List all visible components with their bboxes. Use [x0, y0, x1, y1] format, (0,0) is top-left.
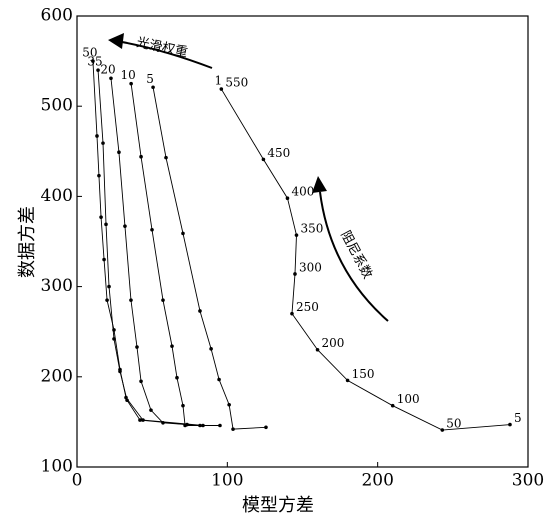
point — [91, 59, 95, 63]
point — [107, 284, 111, 289]
point — [96, 68, 100, 72]
point-label: 300 — [299, 260, 322, 274]
arrowhead-smoothing — [108, 33, 124, 49]
point — [170, 344, 174, 348]
point — [345, 378, 350, 383]
y-tick-label: 100 — [41, 457, 73, 477]
x-tick-label: 100 — [211, 471, 243, 491]
point-label: 450 — [267, 146, 290, 160]
annotation: 光滑权重 — [135, 34, 189, 60]
point — [150, 227, 154, 232]
point — [102, 257, 106, 262]
point — [129, 298, 133, 302]
x-axis-title: 模型方差 — [242, 495, 314, 516]
point — [117, 150, 121, 155]
y-tick-label: 500 — [41, 96, 73, 116]
series-line — [97, 70, 188, 426]
arrowhead-damping — [312, 176, 327, 193]
plot-frame — [76, 15, 529, 468]
point — [125, 398, 129, 403]
series-line — [152, 87, 266, 430]
point — [508, 422, 512, 427]
series-label: 1 — [214, 74, 222, 88]
series-line — [92, 61, 204, 426]
point — [440, 428, 445, 432]
point — [219, 87, 224, 91]
arrow-smoothing — [121, 41, 213, 69]
point — [217, 377, 221, 382]
point-label: 350 — [300, 222, 323, 236]
x-tick-label: 300 — [512, 471, 544, 491]
point — [198, 309, 202, 313]
x-tick-label: 200 — [361, 471, 393, 491]
point — [293, 272, 297, 276]
point-label: 100 — [397, 392, 420, 406]
x-tick-label: 0 — [72, 471, 83, 491]
series-label: 5 — [146, 72, 154, 86]
annotation: 阻尼系数 — [337, 229, 375, 282]
point — [390, 403, 395, 408]
point — [99, 215, 103, 219]
series-label: 10 — [120, 68, 135, 82]
point — [227, 402, 231, 407]
point — [139, 154, 143, 159]
point — [161, 421, 165, 425]
point — [105, 298, 109, 302]
point-label: 550 — [225, 76, 248, 90]
point — [290, 311, 294, 316]
point — [161, 298, 165, 302]
point — [138, 418, 142, 422]
point — [218, 423, 222, 428]
series-label: 50 — [82, 46, 97, 60]
point-label: 200 — [322, 336, 345, 350]
point — [97, 173, 101, 178]
point-label: 150 — [352, 367, 375, 381]
point — [139, 379, 143, 384]
point — [183, 423, 187, 428]
point — [181, 231, 185, 236]
y-tick-label: 300 — [41, 276, 73, 296]
y-tick-label: 600 — [41, 6, 73, 26]
point — [95, 134, 99, 138]
series-label: 20 — [100, 63, 115, 77]
y-axis-title: 数据方差 — [17, 206, 38, 278]
point — [101, 141, 105, 145]
series-line — [130, 83, 220, 426]
point — [181, 403, 185, 408]
point — [135, 345, 139, 349]
point — [315, 347, 320, 352]
point — [261, 157, 266, 162]
point-label: 5 — [514, 411, 522, 425]
point — [151, 85, 155, 90]
point — [209, 347, 213, 351]
point — [294, 233, 299, 237]
point — [123, 224, 127, 228]
point — [149, 408, 153, 412]
point — [175, 375, 179, 380]
point — [104, 222, 108, 227]
point — [118, 369, 122, 374]
y-tick-label: 400 — [41, 186, 73, 206]
arrow-damping — [319, 191, 389, 322]
point — [264, 425, 268, 430]
point — [285, 196, 290, 201]
point-label: 50 — [446, 417, 461, 431]
point — [109, 76, 113, 81]
point-label: 400 — [291, 185, 314, 199]
series-label: 35 — [87, 55, 102, 69]
point — [112, 337, 116, 341]
point — [231, 427, 235, 431]
y-tick-label: 200 — [41, 366, 73, 386]
point-label: 250 — [296, 300, 319, 314]
point — [129, 81, 133, 86]
point — [164, 155, 168, 160]
